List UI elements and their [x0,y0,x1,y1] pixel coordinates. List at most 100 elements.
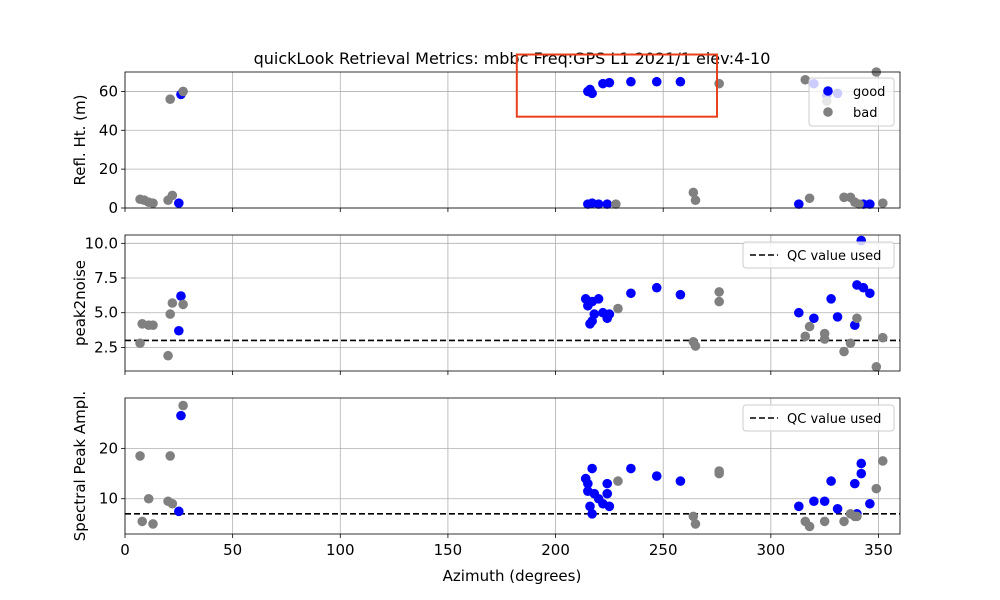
data-point-good [675,289,686,300]
data-point-bad [167,190,178,201]
data-point-good [604,77,615,88]
data-point-bad [877,456,888,466]
data-point-good [626,76,636,87]
data-point-bad [845,338,856,349]
data-point-bad [178,299,188,310]
data-point-good [794,199,804,209]
data-point-bad [800,74,811,85]
data-point-good [583,478,593,489]
data-point-bad [167,498,178,509]
y-tick-label: 5.0 [94,304,118,322]
legend: QC value used [742,241,895,269]
data-point-bad [613,476,623,486]
data-point-good [587,88,597,99]
data-point-bad [137,516,148,527]
data-point-bad [163,350,173,361]
data-point-good [809,496,819,507]
legend-label-qc: QC value used [787,249,881,264]
data-point-good [849,478,860,489]
x-tick-label: 50 [223,541,242,559]
data-point-bad [852,313,862,324]
x-tick-label: 100 [326,541,355,559]
data-point-good [832,504,843,514]
axes-frame [124,71,901,209]
data-point-bad [839,346,849,357]
data-point-good [651,282,662,293]
data-point-bad [804,321,815,332]
data-point-bad [690,519,701,529]
data-point-bad [611,199,621,209]
data-point-good [174,506,184,517]
y-axis-label: peak2noise [71,260,89,346]
legend-box [742,404,895,432]
legend-label-good: good [853,85,885,100]
data-point-bad [871,362,882,372]
data-point-bad [688,187,699,198]
data-point-good [832,312,843,322]
data-point-good [809,313,819,324]
data-point-good [176,291,186,301]
data-point-good [819,496,830,507]
x-tick-label: 300 [757,541,786,559]
data-point-good [794,501,804,512]
data-point-good [174,325,184,336]
y-tick-label: 10 [99,490,118,508]
legend: good bad [808,77,895,127]
data-point-good [176,410,186,421]
data-point-good [865,288,875,299]
data-point-good [589,309,600,319]
x-tick-label: 0 [120,541,130,559]
data-point-good [593,199,604,209]
y-axis-label: Refl. Ht. (m) [71,95,89,186]
annotation-highlight-box [515,53,719,118]
y-tick-label: 40 [99,121,118,139]
y-tick-label: 2.5 [94,338,118,356]
data-point-good [585,501,595,512]
data-point-bad [714,296,724,307]
data-point-bad [871,483,882,494]
y-tick-label: 7.5 [94,269,118,287]
data-point-bad [877,332,888,343]
data-point-bad [714,78,724,89]
data-point-good [794,307,804,318]
y-tick-label: 20 [99,160,118,178]
data-point-bad [690,341,701,351]
data-point-good [856,468,867,479]
chart-title: quickLook Retrieval Metrics: mbbc Freq:G… [254,49,771,68]
data-point-bad [167,298,178,308]
y-tick-label: 10.0 [85,234,118,252]
x-tick-label: 250 [649,541,678,559]
data-point-good [587,509,597,519]
data-point-bad [165,309,176,319]
data-point-good [174,198,184,208]
y-tick-label: 0 [108,199,118,217]
data-point-bad [854,199,864,209]
data-point-bad [819,328,830,339]
data-point-bad [804,521,815,532]
subplot-2: 2.5 5.0 7.5 10.0 peak2noise QC value used [71,234,901,375]
subplot-1: 0 20 40 60 Refl. Ht. (m) good bad [71,67,901,217]
data-point-good [626,463,636,474]
data-point-bad [804,193,815,204]
x-tick-label: 200 [541,541,570,559]
data-point-bad [148,519,158,529]
legend-label-bad: bad [853,106,877,121]
data-point-good [626,288,636,299]
data-point-good [651,471,662,481]
data-point-bad [165,94,176,104]
y-tick-label: 60 [99,82,118,100]
data-point-good [602,199,613,209]
data-point-good [826,294,836,304]
data-point-bad [178,86,188,97]
legend-box [742,241,895,269]
data-point-good [604,501,615,512]
data-point-bad [613,303,623,314]
x-tick-label: 350 [864,541,893,559]
data-point-good [865,498,875,509]
data-point-bad [714,287,724,297]
data-point-good [865,199,875,209]
data-point-good [604,309,615,319]
data-point-good [602,488,613,499]
